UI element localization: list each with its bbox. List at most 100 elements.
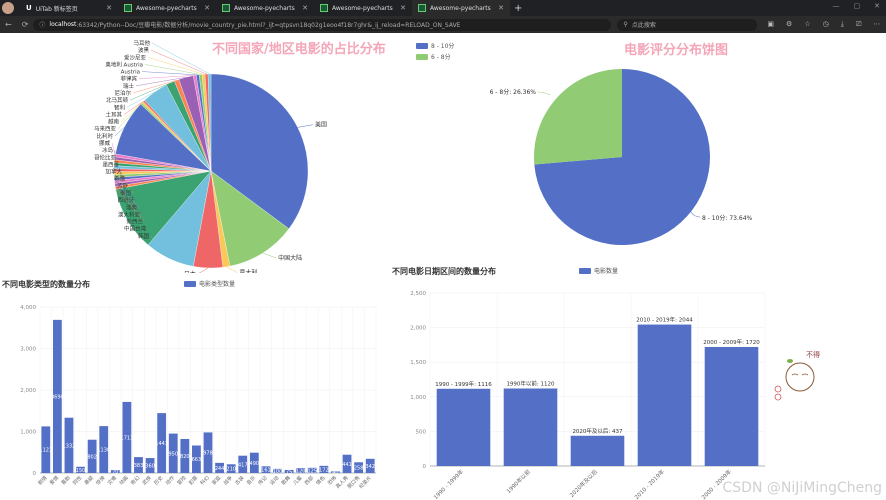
tab-0[interactable]: U UiTab 新标签页 ✕	[26, 4, 112, 13]
bar[interactable]	[307, 467, 317, 473]
maximize-button[interactable]: ▢	[853, 2, 861, 10]
close-tab-icon[interactable]: ✕	[498, 4, 504, 12]
bar[interactable]	[296, 468, 306, 473]
more-icon[interactable]: ⋯	[873, 20, 881, 28]
tab-4[interactable]: Awesome-pyecharts ✕	[412, 0, 510, 16]
bar[interactable]	[249, 452, 259, 473]
svg-text:0: 0	[33, 471, 37, 477]
bar[interactable]	[87, 439, 97, 473]
date-bar-chart[interactable]: 0 500 1,000 1,500 2,000 2,500 1990 - 1999年: 11…	[380, 283, 770, 500]
svg-text:家庭: 家庭	[210, 474, 222, 486]
url-input[interactable]: ⓘ localhost:63342/Python--Doc/豆瓣电影/数据分析/…	[33, 18, 612, 31]
bar[interactable]	[704, 346, 759, 466]
tab-3[interactable]: Awesome-pyecharts ✕	[314, 0, 412, 16]
site-info-icon[interactable]: ⓘ	[39, 22, 46, 29]
bar[interactable]	[76, 466, 85, 473]
svg-text:1130: 1130	[97, 448, 110, 454]
bar[interactable]	[41, 426, 51, 473]
rating-pie-chart[interactable]: 8 - 10分: 73.64% 6 - 8分: 26.36%	[480, 63, 780, 253]
bar[interactable]	[215, 462, 224, 473]
close-tab-icon[interactable]: ✕	[106, 4, 112, 12]
bar[interactable]	[134, 457, 143, 473]
svg-text:360: 360	[145, 464, 155, 470]
new-tab-button[interactable]: +	[514, 2, 523, 14]
genre-bar-chart[interactable]: 0 1,000 2,000 3,000 4,000 1123 剧情 3690 爱情 1332 喜剧 1…	[0, 293, 380, 500]
bar[interactable]	[354, 462, 364, 473]
pie-slice[interactable]	[207, 73, 212, 172]
bar[interactable]	[99, 426, 109, 473]
profile-avatar[interactable]	[2, 2, 14, 14]
cast-icon[interactable]: ⎚	[855, 20, 862, 28]
bar[interactable]	[261, 466, 271, 473]
svg-text:历史: 历史	[152, 474, 164, 486]
download-icon[interactable]: ⤓	[840, 20, 844, 28]
bar[interactable]	[238, 455, 248, 473]
svg-text:瑞士: 瑞士	[123, 82, 135, 90]
svg-text:244: 244	[215, 466, 225, 472]
close-window-button[interactable]: ✕	[874, 2, 880, 10]
minimize-button[interactable]: —	[832, 2, 840, 10]
svg-text:灾难: 灾难	[106, 474, 118, 486]
bar[interactable]	[180, 438, 190, 473]
favorites-icon[interactable]: ☆	[804, 20, 811, 28]
close-tab-icon[interactable]: ✕	[204, 4, 210, 12]
bar[interactable]	[319, 465, 329, 473]
pie-slice[interactable]	[210, 170, 290, 267]
pie-slice[interactable]	[210, 73, 309, 229]
bar[interactable]	[503, 388, 558, 466]
bar[interactable]	[436, 388, 491, 466]
bar[interactable]	[192, 445, 201, 473]
bar[interactable]	[145, 458, 155, 473]
svg-text:韩国: 韩国	[138, 232, 150, 240]
history-icon[interactable]: ◷	[822, 20, 829, 28]
bar[interactable]	[331, 471, 340, 473]
genre-legend[interactable]: 电影类型数量	[184, 279, 235, 288]
svg-text:2,000: 2,000	[410, 326, 426, 332]
svg-text:犯罪: 犯罪	[187, 474, 199, 486]
bar[interactable]	[110, 470, 120, 473]
svg-text:运动: 运动	[268, 474, 280, 486]
extension-icon[interactable]: ▣	[767, 20, 775, 28]
close-tab-icon[interactable]: ✕	[400, 4, 406, 12]
pie-slice[interactable]	[534, 69, 710, 246]
rating-legend-item-1[interactable]: 6 - 8分	[416, 52, 451, 61]
bar[interactable]	[342, 454, 352, 473]
date-legend[interactable]: 电影数量	[579, 266, 618, 275]
bar[interactable]	[203, 432, 213, 473]
svg-text:冰岛: 冰岛	[102, 146, 114, 154]
svg-text:冒险: 冒险	[176, 474, 188, 486]
bar[interactable]	[157, 413, 167, 473]
reload-icon[interactable]: ⟳	[21, 20, 29, 29]
bar[interactable]	[52, 319, 62, 473]
bar[interactable]	[168, 433, 178, 473]
svg-text:1,000: 1,000	[410, 395, 426, 401]
pie-slice[interactable]	[534, 69, 622, 165]
svg-text:苏联: 苏联	[117, 182, 129, 190]
bar[interactable]	[570, 435, 625, 466]
svg-text:490: 490	[250, 461, 260, 467]
svg-text:传记: 传记	[257, 474, 269, 486]
close-tab-icon[interactable]: ✕	[302, 4, 308, 12]
svg-text:2000 - 2009年: 1720: 2000 - 2009年: 1720	[703, 338, 760, 346]
svg-text:马耳他: 马耳他	[133, 39, 150, 47]
tab-2[interactable]: Awesome-pyecharts ✕	[216, 0, 314, 16]
search-input[interactable]: ⚲ 点此搜索	[617, 18, 758, 31]
settings-icon[interactable]: ⚙	[786, 20, 793, 28]
bar[interactable]	[284, 469, 294, 473]
bar[interactable]	[122, 401, 132, 473]
bar[interactable]	[64, 417, 74, 473]
svg-text:歌舞: 歌舞	[280, 474, 292, 486]
svg-text:同性: 同性	[71, 474, 83, 486]
bar[interactable]	[365, 458, 375, 473]
tab-1[interactable]: Awesome-pyecharts ✕	[118, 0, 216, 16]
rating-legend-item-0[interactable]: 8 - 10分	[416, 41, 454, 50]
bar[interactable]	[273, 468, 282, 473]
back-icon[interactable]: ←	[5, 20, 12, 29]
bar[interactable]	[637, 324, 692, 466]
svg-text:西部: 西部	[303, 474, 315, 486]
svg-text:342: 342	[365, 464, 375, 470]
svg-text:瑞典: 瑞典	[126, 203, 138, 211]
rating-pie-title: 电影评分分布饼图	[624, 43, 729, 58]
bar[interactable]	[226, 464, 236, 473]
